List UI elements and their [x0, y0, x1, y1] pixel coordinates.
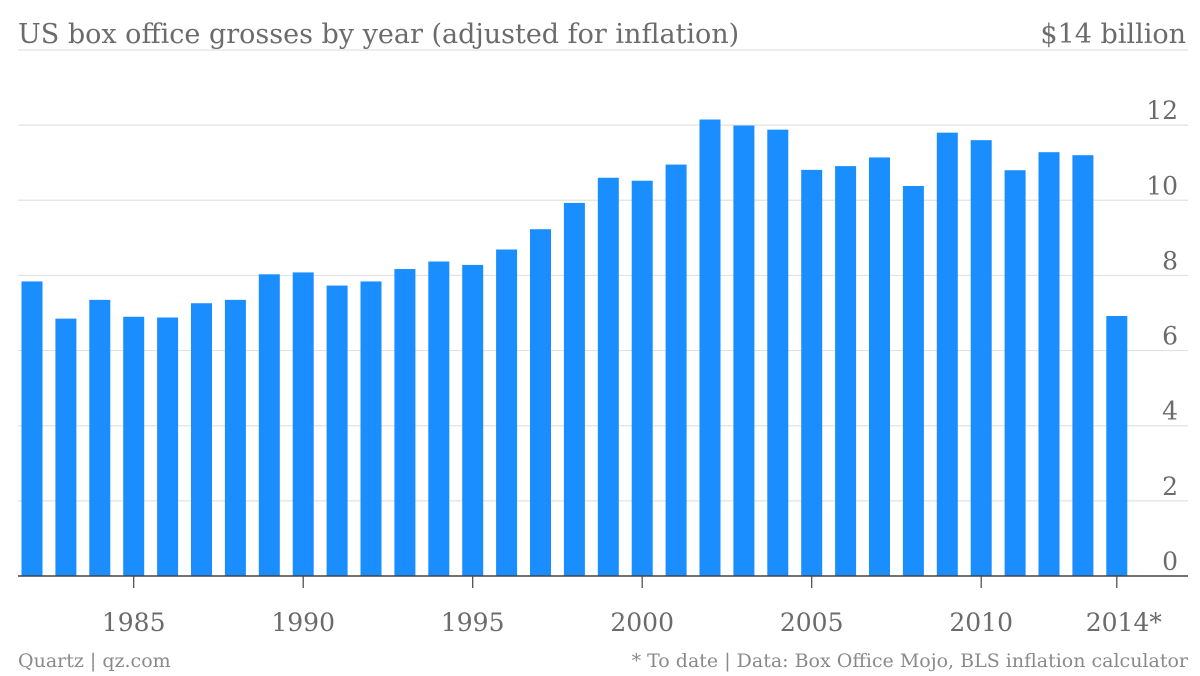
bar: [902, 186, 924, 576]
bar: [394, 269, 416, 576]
bar: [665, 164, 687, 577]
bar: [936, 132, 958, 576]
bar: [970, 140, 992, 576]
bar: [123, 316, 145, 576]
y-tick-label: 8: [1162, 246, 1178, 275]
bar: [801, 169, 823, 577]
bar: [258, 274, 280, 576]
bar: [733, 125, 755, 577]
bar: [1106, 316, 1128, 576]
chart-title: US box office grosses by year (adjusted …: [18, 19, 739, 50]
bar: [530, 229, 551, 577]
bar: [191, 303, 212, 576]
y-axis-ticks: 0 2 4 6 8 10 12: [1146, 96, 1178, 576]
bar: [496, 249, 518, 577]
x-tick-label: 2005: [780, 608, 844, 637]
bar: [1038, 152, 1060, 577]
bar: [292, 272, 314, 576]
bar: [597, 177, 619, 576]
bar: [55, 318, 77, 576]
bar: [631, 180, 653, 576]
y-tick-label: 0: [1162, 547, 1178, 576]
x-tick-label: 1995: [441, 608, 505, 637]
x-tick-label: 2000: [610, 608, 674, 637]
footer-source-left: Quartz | qz.com: [18, 650, 171, 672]
x-tick-label: 1990: [271, 608, 335, 637]
bars: [21, 119, 1128, 577]
bar: [835, 166, 857, 577]
x-tick-label: 2010: [949, 608, 1013, 637]
bar: [360, 281, 382, 576]
bar: [563, 202, 585, 576]
bar: [462, 264, 484, 576]
y-tick-label: 12: [1146, 96, 1178, 125]
bar: [428, 261, 450, 576]
y-tick-label: 10: [1146, 171, 1178, 200]
bar: [1072, 155, 1094, 576]
footer-note-right: * To date | Data: Box Office Mojo, BLS i…: [632, 650, 1189, 672]
x-axis-ticks: 1985 1990 1995 2000 2005 2010 2014*: [102, 576, 1162, 637]
y-tick-label: 2: [1162, 472, 1178, 501]
bar: [224, 299, 246, 576]
y-tick-label: 4: [1162, 397, 1178, 426]
bar: [1004, 170, 1026, 576]
x-tick-label: 1985: [102, 608, 166, 637]
bar: [157, 317, 179, 576]
x-tick-label: 2014*: [1086, 608, 1163, 637]
y-unit-label: $14 billion: [1040, 19, 1186, 50]
y-tick-label: 6: [1162, 322, 1178, 351]
bar: [699, 119, 721, 576]
bar: [89, 299, 111, 576]
bar: [869, 157, 890, 576]
bar: [326, 285, 348, 576]
bar: [21, 281, 43, 576]
bar: [767, 129, 789, 576]
